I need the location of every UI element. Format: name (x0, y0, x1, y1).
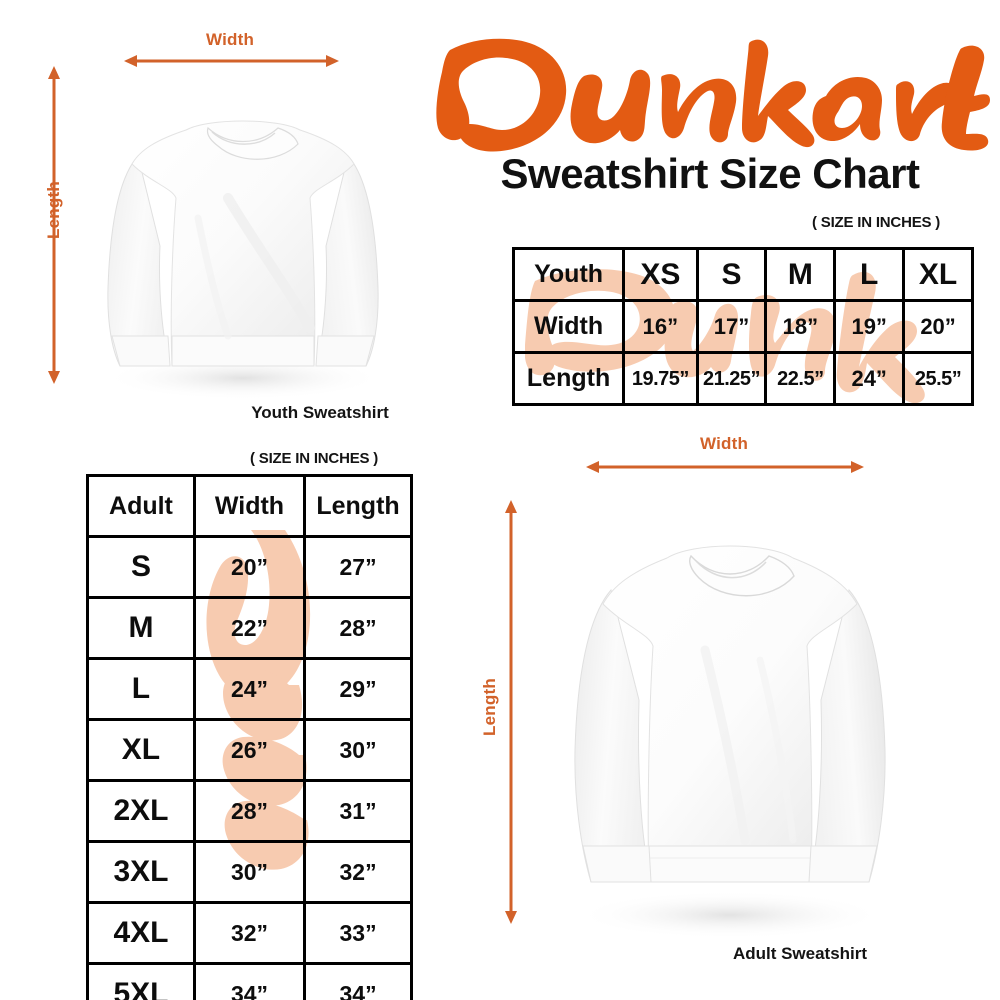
adult-size-3xl: 3XL (86, 840, 196, 904)
youth-table-header-row: Youth XS S M L XL (511, 247, 974, 302)
table-row: M 22” 28” (86, 596, 413, 660)
adult-sweatshirt-image (545, 500, 915, 940)
adult-size-table: Adult Width Length S 20” 27” M 22” 28” L… (86, 474, 413, 1000)
youth-length-xs: 19.75” (622, 351, 699, 406)
youth-size-xs: XS (622, 247, 699, 302)
table-row: 4XL 32” 33” (86, 901, 413, 965)
adult-length-arrow (505, 500, 517, 924)
adult-length-m: 28” (303, 596, 413, 660)
youth-sweatshirt-caption: Youth Sweatshirt (251, 403, 389, 422)
table-row: S 20” 27” (86, 535, 413, 599)
youth-width-l: 19” (833, 299, 906, 354)
youth-length-arrow (48, 66, 60, 384)
adult-width-xl: 26” (192, 718, 307, 782)
adult-size-5xl: 5XL (86, 962, 196, 1000)
youth-size-xl: XL (902, 247, 974, 302)
table-row: XL 26” 30” (86, 718, 413, 782)
adult-size-2xl: 2XL (86, 779, 196, 843)
adult-width-2xl: 28” (192, 779, 307, 843)
adult-length-2xl: 31” (303, 779, 413, 843)
adult-length-xl: 30” (303, 718, 413, 782)
adult-size-l: L (86, 657, 196, 721)
adult-length-4xl: 33” (303, 901, 413, 965)
adult-size-m: M (86, 596, 196, 660)
youth-row-label-length: Length (511, 351, 626, 406)
youth-length-xl: 25.5” (902, 351, 974, 406)
table-row: 5XL 34” 34” (86, 962, 413, 1000)
header-size-note: ( SIZE IN INCHES ) (812, 214, 941, 231)
adult-width-s: 20” (192, 535, 307, 599)
page-title: Sweatshirt Size Chart (500, 150, 920, 197)
dunkare-brand-logo (434, 28, 990, 153)
table-row: 2XL 28” 31” (86, 779, 413, 843)
youth-size-m: M (764, 247, 837, 302)
youth-width-xl: 20” (902, 299, 974, 354)
adult-width-m: 22” (192, 596, 307, 660)
youth-width-s: 17” (695, 299, 768, 354)
adult-length-s: 27” (303, 535, 413, 599)
table-row: 3XL 30” 32” (86, 840, 413, 904)
table-row: Width 16” 17” 18” 19” 20” (511, 299, 974, 354)
adult-width-l: 24” (192, 657, 307, 721)
table-row: L 24” 29” (86, 657, 413, 721)
adult-width-3xl: 30” (192, 840, 307, 904)
table-row: Length 19.75” 21.25” 22.5” 24” 25.5” (511, 351, 974, 406)
adult-header-size: Adult (86, 474, 196, 538)
youth-length-m: 22.5” (764, 351, 837, 406)
youth-width-xs: 16” (622, 299, 699, 354)
youth-width-label: Width (206, 30, 255, 49)
adult-length-label: Length (480, 678, 499, 736)
adult-sweatshirt-caption: Adult Sweatshirt (732, 944, 868, 963)
adult-size-s: S (86, 535, 196, 599)
youth-size-s: S (695, 247, 768, 302)
adult-size-xl: XL (86, 718, 196, 782)
youth-size-table: Youth XS S M L XL Width 16” 17” 18” 19” … (511, 247, 974, 406)
adult-width-4xl: 32” (192, 901, 307, 965)
adult-length-l: 29” (303, 657, 413, 721)
youth-sweatshirt-image (78, 78, 408, 398)
adult-length-3xl: 32” (303, 840, 413, 904)
youth-length-l: 24” (833, 351, 906, 406)
adult-width-label: Width (700, 434, 749, 453)
youth-corner-label: Youth (511, 247, 626, 302)
adult-table-header-row: Adult Width Length (86, 474, 413, 538)
adult-width-arrow (586, 461, 864, 473)
adult-size-4xl: 4XL (86, 901, 196, 965)
adult-length-5xl: 34” (303, 962, 413, 1000)
adult-header-width: Width (192, 474, 307, 538)
youth-width-m: 18” (764, 299, 837, 354)
adult-header-length: Length (303, 474, 413, 538)
adult-table-size-note: ( SIZE IN INCHES ) (250, 450, 379, 467)
youth-row-label-width: Width (511, 299, 626, 354)
youth-width-arrow (124, 55, 339, 67)
youth-length-s: 21.25” (695, 351, 768, 406)
youth-size-l: L (833, 247, 906, 302)
adult-width-5xl: 34” (192, 962, 307, 1000)
